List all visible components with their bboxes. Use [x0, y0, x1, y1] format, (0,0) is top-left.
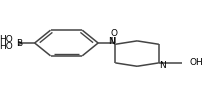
Text: HO: HO [0, 42, 13, 51]
Text: B: B [16, 39, 22, 47]
Text: HO: HO [0, 35, 13, 44]
Text: N: N [158, 61, 165, 70]
Text: O: O [110, 29, 116, 38]
Text: OH: OH [188, 58, 202, 67]
Text: N: N [108, 37, 114, 46]
